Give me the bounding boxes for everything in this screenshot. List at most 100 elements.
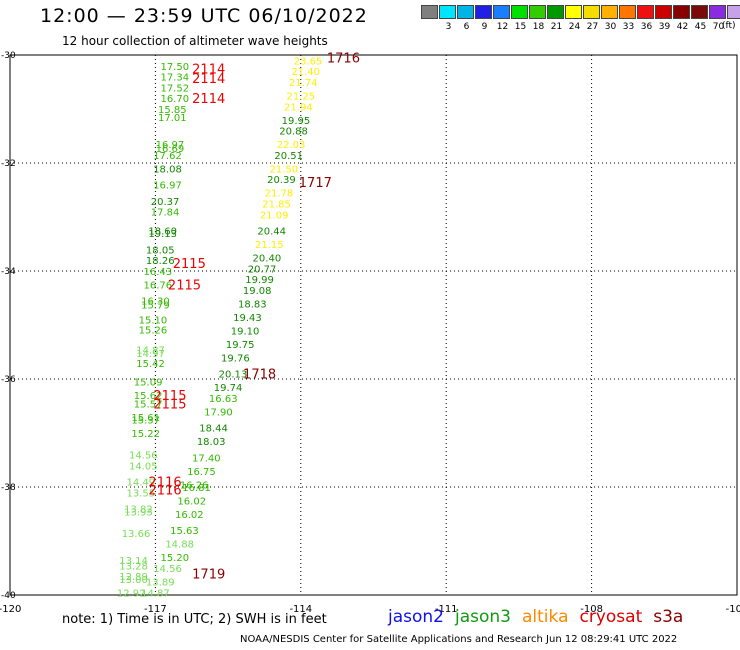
y-tick-label: -32 — [1, 159, 16, 169]
pass-label: 2115 — [173, 257, 206, 272]
swh-value: 16.75 — [187, 467, 216, 478]
swh-value: 18.05 — [146, 245, 175, 256]
legend-label: 21 — [550, 22, 563, 32]
page-subtitle: 12 hour collection of altimeter wave hei… — [62, 34, 328, 48]
swh-color-legend: 3 6 9 12 15 18 21 24 27 30 33 36 39 42 45 70 — [421, 5, 740, 32]
legend-label: 12 — [496, 22, 509, 32]
swh-value: 14.87 — [136, 345, 165, 356]
swh-value: 14.56 — [129, 451, 158, 462]
legend-label: 45 — [694, 22, 707, 32]
swh-value: 13.66 — [122, 529, 151, 540]
swh-value: 16.63 — [209, 394, 238, 405]
legend-unit: (ft) — [722, 21, 736, 31]
swh-value: 19.08 — [243, 286, 272, 297]
pass-label: 2114 — [192, 63, 225, 78]
swh-value: 17.90 — [204, 407, 233, 418]
swh-value: 18.03 — [197, 437, 226, 448]
swh-value: 20.40 — [253, 254, 282, 265]
swh-value: 15.10 — [139, 316, 168, 327]
swh-value: 21.25 — [286, 92, 315, 103]
swh-value: 16.43 — [144, 267, 173, 278]
legend-label: 39 — [658, 22, 671, 32]
swh-value: 17.34 — [160, 73, 189, 84]
swh-value: 23.65 — [294, 56, 323, 67]
legend-swatch: 33 — [619, 5, 636, 32]
swh-value: 15.42 — [136, 359, 165, 370]
legend-swatch: 70 — [709, 5, 726, 32]
legend-label: 33 — [622, 22, 635, 32]
swh-value: 16.30 — [141, 297, 170, 308]
credit-line: NOAA/NESDIS Center for Satellite Applica… — [240, 634, 678, 645]
swh-value: 20.13 — [219, 370, 248, 381]
swh-value: 16.26 — [180, 480, 209, 491]
swh-value: 18.08 — [153, 164, 182, 175]
legend-label: 70 — [712, 22, 725, 32]
legend-swatch: 18 — [529, 5, 546, 32]
satellite-legend: jason2 jason3 altika cryosat s3a — [388, 607, 694, 627]
swh-value: 20.37 — [151, 197, 180, 208]
y-tick-label: -40 — [1, 591, 16, 601]
satellite-jason2: jason2 — [388, 607, 444, 627]
swh-value: 14.87 — [141, 588, 170, 599]
pass-label: 2115 — [153, 389, 186, 404]
swh-value: 18.44 — [199, 424, 228, 435]
legend-label: 18 — [532, 22, 545, 32]
y-tick-label: -34 — [1, 267, 16, 277]
legend-swatch: 45 — [691, 5, 708, 32]
y-tick-label: -36 — [1, 375, 16, 385]
swh-value: 18.26 — [146, 256, 175, 267]
legend-label: 6 — [463, 22, 470, 32]
legend-swatch — [421, 5, 438, 19]
swh-value: 19.95 — [282, 116, 311, 127]
legend-label: 3 — [445, 22, 452, 32]
satellite-altika: altika — [522, 607, 569, 627]
swh-value: 13.00 — [119, 575, 148, 586]
pass-label: 1716 — [327, 52, 360, 67]
swh-value: 18.60 — [148, 227, 177, 238]
swh-value: 14.05 — [129, 461, 158, 472]
swh-value: 12.92 — [117, 588, 146, 599]
satellite-cryosat: cryosat — [579, 607, 643, 627]
plot-frame — [9, 54, 738, 596]
legend-label: 24 — [568, 22, 581, 32]
swh-value: 21.40 — [291, 67, 320, 78]
swh-value: 15.85 — [158, 105, 187, 116]
x-tick-label: -120 — [0, 604, 21, 615]
swh-value: 17.52 — [160, 83, 189, 94]
swh-value: 15.37 — [131, 416, 160, 427]
swh-value: 19.10 — [231, 326, 260, 337]
swh-value: 17.01 — [158, 113, 187, 124]
legend-swatch: 30 — [601, 5, 618, 32]
y-tick-label: -38 — [1, 483, 16, 493]
x-tick-label: -114 — [289, 604, 312, 615]
swh-value: 20.77 — [248, 264, 277, 275]
swh-value: 18.83 — [238, 299, 267, 310]
legend-swatch: 15 — [511, 5, 528, 32]
legend-swatch: 36 — [637, 5, 654, 32]
legend-swatch: 9 — [475, 5, 492, 32]
legend-swatch: 39 — [655, 5, 672, 32]
legend-label: 27 — [586, 22, 599, 32]
swh-value: 13.55 — [127, 488, 156, 499]
legend-swatch: 42 — [673, 5, 690, 32]
pass-label: 2116 — [149, 484, 182, 499]
swh-value: 15.09 — [134, 378, 163, 389]
swh-value: 14.49 — [127, 478, 156, 489]
swh-value: 16.70 — [160, 94, 189, 105]
swh-value: 20.44 — [257, 227, 286, 238]
swh-value: 21.78 — [265, 189, 294, 200]
legend-swatch — [727, 5, 740, 19]
swh-value: 19.75 — [226, 340, 255, 351]
legend-swatch: 24 — [565, 5, 582, 32]
swh-value: 19.43 — [233, 313, 262, 324]
swh-value: 19.99 — [245, 275, 274, 286]
pass-label: 2114 — [192, 72, 225, 87]
legend-swatch: 12 — [493, 5, 510, 32]
swh-value: 21.15 — [255, 240, 284, 251]
legend-label: 36 — [640, 22, 653, 32]
swh-value: 19.74 — [214, 383, 243, 394]
swh-value: 15.62 — [134, 391, 163, 402]
swh-value: 15.63 — [170, 526, 199, 537]
pass-label: 2115 — [168, 279, 201, 294]
